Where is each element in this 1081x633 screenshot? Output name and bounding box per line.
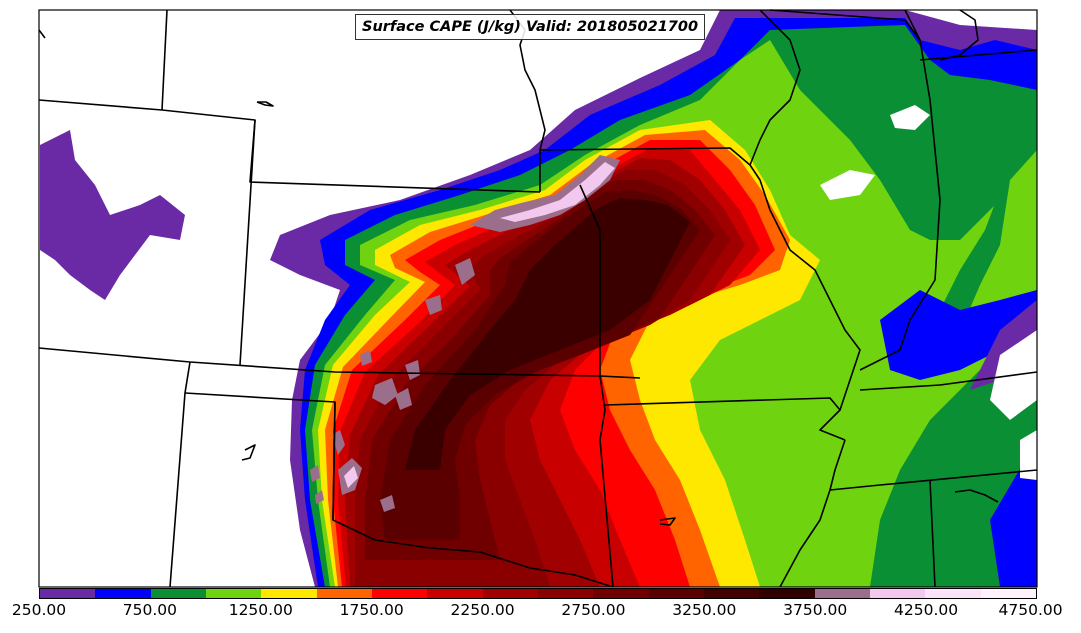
state-borders — [38, 9, 1038, 588]
colorbar — [39, 588, 1037, 599]
colorbar-tick-label: 750.00 — [122, 601, 177, 619]
colorbar-segment — [703, 589, 760, 598]
colorbar-segment — [869, 589, 926, 598]
colorbar-segment — [593, 589, 649, 598]
map-title: Surface CAPE (J/kg) Valid: 201805021700 — [355, 14, 706, 40]
colorbar-segment — [40, 589, 96, 598]
colorbar-tick-label: 2750.00 — [561, 601, 626, 619]
colorbar-tick-label: 4250.00 — [894, 601, 959, 619]
map-frame — [38, 9, 1038, 588]
colorbar-segment — [427, 589, 483, 598]
colorbar-tick-label: 4750.00 — [998, 601, 1063, 619]
colorbar-segment — [980, 589, 1036, 598]
colorbar-segment — [95, 589, 151, 598]
colorbar-segment — [537, 589, 594, 598]
colorbar-segment — [316, 589, 372, 598]
colorbar-segment — [648, 589, 704, 598]
colorbar-segment — [814, 589, 870, 598]
colorbar-segment — [205, 589, 262, 598]
colorbar-segment — [150, 589, 206, 598]
colorbar-segment — [759, 589, 815, 598]
colorbar-tick-label: 2250.00 — [450, 601, 515, 619]
colorbar-segment — [261, 589, 317, 598]
colorbar-tick-label: 1750.00 — [339, 601, 404, 619]
colorbar-tick-label: 3250.00 — [672, 601, 737, 619]
colorbar-segment — [482, 589, 538, 598]
colorbar-segment — [371, 589, 428, 598]
cape-contours — [40, 10, 1037, 587]
colorbar-tick-label: 3750.00 — [783, 601, 848, 619]
colorbar-tick-label: 1250.00 — [228, 601, 293, 619]
colorbar-segment — [925, 589, 981, 598]
colorbar-tick-label: 250.00 — [11, 601, 67, 619]
contour-250-west — [40, 130, 185, 300]
